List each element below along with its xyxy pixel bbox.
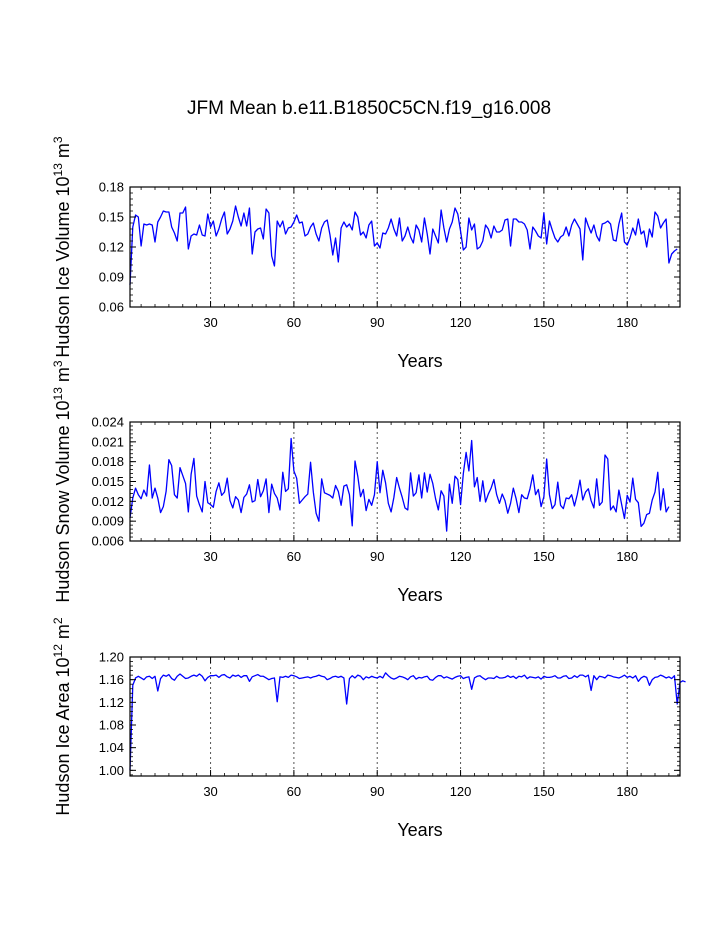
ice-area-ytick-label: 1.04	[99, 740, 124, 755]
ice-volume-series-line	[130, 206, 677, 285]
snow-volume-ytick-label: 0.018	[91, 454, 124, 469]
ice-volume-x-axis-label: Years	[397, 351, 442, 371]
ice-volume-xtick-label-120: 120	[450, 315, 472, 330]
ice-area-xtick-label-60: 60	[287, 784, 301, 799]
ice-volume-ytick-label: 0.12	[99, 240, 124, 255]
snow-volume-ytick-label: 0.024	[91, 415, 124, 430]
snow-volume-y-axis-label: Hudson Snow Volume 1013 m3	[51, 360, 73, 603]
snow-volume-xtick-label-120: 120	[450, 549, 472, 564]
snow-volume-ytick-label: 0.009	[91, 514, 124, 529]
ice-volume-xtick-label-30: 30	[203, 315, 217, 330]
snow-volume-x-axis-label: Years	[397, 585, 442, 605]
ice-area-xtick-label-150: 150	[533, 784, 555, 799]
snow-volume-ytick-label: 0.006	[91, 534, 124, 549]
snow-volume-ytick-label: 0.015	[91, 474, 124, 489]
figure: JFM Mean b.e11.B1850C5CN.f19_g16.008 30 6…	[0, 0, 723, 935]
ice-volume-ytick-label: 0.15	[99, 210, 124, 225]
ice-area-ytick-label: 1.08	[99, 718, 124, 733]
snow-volume-ytick-label: 0.021	[91, 434, 124, 449]
ice-area-panel: 30 60 90 120 150 180 1.00 1.04 1.08 1.12 1.16 1.20 Y…	[51, 617, 686, 840]
snow-volume-xtick-label-60: 60	[287, 549, 301, 564]
snow-volume-ytick-label: 0.012	[91, 494, 124, 509]
ice-area-ytick-label: 1.12	[99, 695, 124, 710]
snow-volume-xtick-label-90: 90	[370, 549, 384, 564]
snow-volume-xtick-label-150: 150	[533, 549, 555, 564]
ice-area-ytick-label: 1.20	[99, 650, 124, 665]
ice-volume-xtick-label-150: 150	[533, 315, 555, 330]
ice-volume-xtick-label-60: 60	[287, 315, 301, 330]
ice-area-xtick-label-180: 180	[616, 784, 638, 799]
chart-title: JFM Mean b.e11.B1850C5CN.f19_g16.008	[187, 98, 551, 119]
ice-area-xtick-label-30: 30	[203, 784, 217, 799]
snow-volume-xtick-label-180: 180	[616, 549, 638, 564]
ice-volume-ytick-label: 0.18	[99, 180, 124, 195]
ice-volume-y-axis-label: Hudson Ice Volume 1013 m3	[51, 136, 73, 357]
ice-volume-ytick-label: 0.06	[99, 300, 124, 315]
ice-area-xtick-label-90: 90	[370, 784, 384, 799]
ice-volume-ytick-label: 0.09	[99, 270, 124, 285]
ice-volume-xtick-label-90: 90	[370, 315, 384, 330]
ice-area-x-axis-label: Years	[397, 820, 442, 840]
ice-volume-xtick-label-180: 180	[616, 315, 638, 330]
ice-area-xtick-label-120: 120	[450, 784, 472, 799]
ice-area-plot-frame	[130, 657, 680, 776]
ice-volume-plot-frame	[130, 187, 680, 307]
ice-volume-panel: 30 60 90 120 150 180 0.06 0.09 0.12 0.15 0.18 Years…	[51, 136, 680, 371]
ice-area-series-line	[130, 673, 686, 770]
ice-area-y-axis-label: Hudson Ice Area 1012 m2	[51, 617, 73, 815]
snow-volume-panel: 30 60 90 120 150 180 0.006 0.009 0.012 0.015 0.018…	[51, 360, 680, 605]
ice-area-ytick-label: 1.00	[99, 763, 124, 778]
ice-area-ytick-label: 1.16	[99, 672, 124, 687]
snow-volume-xtick-label-30: 30	[203, 549, 217, 564]
